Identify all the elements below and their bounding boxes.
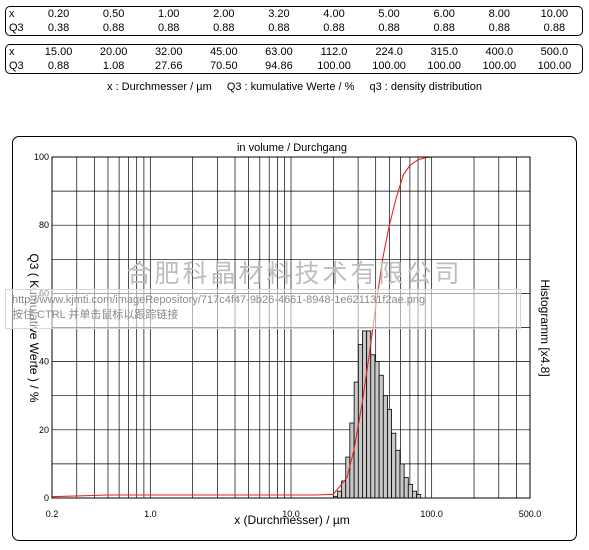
chart-panel — [12, 136, 577, 541]
y-tick-label: 40 — [39, 357, 49, 367]
table-cell: 2.00 — [213, 8, 235, 20]
table-cell: 3.20 — [268, 8, 290, 20]
x-tick-label: 500.0 — [519, 509, 542, 519]
y-tick-label: 0 — [44, 493, 49, 503]
x-tick-label: 1.0 — [144, 509, 157, 519]
table-cell: 5.00 — [378, 8, 400, 20]
table-cell: 500.0 — [540, 46, 569, 58]
table-cell: 100.00 — [317, 60, 351, 72]
table-cell: 0.88 — [213, 22, 235, 34]
tooltip-hint: 按住 CTRL 并单击鼠标以跟踪链接 — [12, 309, 179, 321]
table-cell: 8.00 — [488, 8, 510, 20]
table-cell: 0.50 — [102, 8, 125, 20]
table-cell: 112.0 — [320, 46, 348, 58]
histogram-bar — [349, 422, 355, 499]
table-cell: 63.00 — [265, 46, 293, 58]
table-row-q3: Q3 0.38 0.88 0.88 0.88 0.88 0.88 0.88 0.88 0.88 0… — [6, 21, 582, 35]
table-cell: 100.00 — [482, 60, 517, 72]
table-cell: 224.0 — [375, 46, 403, 58]
x-tick-label: 10.0 — [282, 509, 300, 519]
histogram-bar — [403, 477, 409, 499]
row-label: Q3 — [9, 60, 24, 72]
x-tick-label: 100.0 — [420, 509, 443, 519]
histogram-bar — [362, 330, 368, 499]
series-line-q3 — [51, 156, 530, 498]
histogram-bar — [387, 408, 393, 499]
histogram-bar — [382, 395, 388, 499]
size-table-top: x 0.20 0.50 1.00 2.00 3.20 4.00 5.00 6.00 8.00 10… — [5, 6, 583, 36]
table-cell: 0.88 — [543, 22, 566, 34]
table-cell: 100.00 — [372, 60, 406, 72]
table-cell: 4.00 — [323, 8, 345, 20]
axis-legend: x : Durchmesser / µm Q3 : kumulative Wer… — [0, 81, 589, 93]
x-axis-label: x (Durchmesser) / µm — [234, 513, 350, 527]
legend-density: q3 : density distribution — [369, 81, 482, 93]
histogram-bar — [407, 483, 413, 499]
table-cell: 1.00 — [158, 8, 180, 20]
table-row-x: x 0.20 0.50 1.00 2.00 3.20 4.00 5.00 6.00 8.00 10… — [6, 7, 582, 21]
histogram-bar — [378, 374, 384, 499]
table-cell: 10.00 — [540, 8, 569, 20]
table-cell: 100.00 — [427, 60, 462, 72]
table-cell: 315.0 — [430, 46, 458, 58]
histogram-bar — [374, 361, 380, 499]
histogram-bars — [332, 330, 422, 499]
table-cell: 27.66 — [154, 60, 183, 72]
table-cell: 1.08 — [102, 60, 125, 72]
legend-x: x : Durchmesser / µm — [107, 81, 212, 93]
table-cell: 0.88 — [268, 22, 290, 34]
table-cell: 400.0 — [485, 46, 514, 58]
y-tick-label: 100 — [34, 152, 49, 162]
table-cell: 0.88 — [47, 60, 70, 72]
table-cell: 0.88 — [488, 22, 510, 34]
table-row-x: x 15.00 20.00 32.00 45.00 63.00 112.0 224.0 315… — [6, 45, 582, 59]
table-cell: 15.00 — [44, 46, 73, 58]
chart-title: in volume / Durchgang — [237, 142, 347, 154]
table-cell: 0.38 — [47, 22, 70, 34]
histogram-bar — [399, 463, 405, 499]
table-cell: 45.00 — [210, 46, 238, 58]
table-cell: 94.86 — [265, 60, 293, 72]
y2-axis-label: Histogramm [x4.8] — [538, 279, 552, 376]
cumulative-curve — [51, 156, 530, 498]
histogram-bar — [416, 494, 422, 499]
table-cell: 70.50 — [210, 60, 238, 72]
histogram-bar — [395, 449, 401, 499]
chart-labels: in volume / Durchgang x (Durchmesser) / … — [27, 142, 552, 527]
table-cell: 0.88 — [433, 22, 455, 34]
table-cell: 6.00 — [433, 8, 455, 20]
histogram-bar — [391, 432, 397, 499]
table-row-q3: Q3 0.88 1.08 27.66 70.50 94.86 100.00 100.00 10… — [6, 59, 582, 73]
y-tick-label: 80 — [39, 220, 49, 230]
table-cell: 0.88 — [102, 22, 125, 34]
link-tooltip: http://www.kjmti.com/imageRepository/717… — [5, 289, 521, 329]
tooltip-url: http://www.kjmti.com/imageRepository/717… — [12, 294, 426, 306]
table-cell: 0.88 — [378, 22, 400, 34]
company-watermark: 合肥科晶材料技术有限公司 — [126, 259, 463, 288]
histogram-bar — [370, 354, 376, 499]
table-cell: 20.00 — [99, 46, 128, 58]
histogram-bar — [337, 490, 343, 499]
table-cell: 32.00 — [154, 46, 183, 58]
histogram-bar — [412, 490, 418, 499]
size-table-bottom: x 15.00 20.00 32.00 45.00 63.00 112.0 224.0 315… — [5, 44, 583, 74]
y-tick-label: 20 — [39, 425, 49, 435]
table-cell: 0.88 — [323, 22, 345, 34]
row-label: x — [9, 8, 15, 20]
row-label: Q3 — [9, 22, 24, 34]
legend-q3: Q3 : kumulative Werte / % — [226, 81, 355, 93]
x-tick-label: 0.2 — [46, 509, 59, 519]
table-cell: 100.00 — [537, 60, 572, 72]
row-label: x — [9, 46, 15, 58]
table-cell: 0.20 — [47, 8, 70, 20]
table-cell: 0.88 — [158, 22, 180, 34]
